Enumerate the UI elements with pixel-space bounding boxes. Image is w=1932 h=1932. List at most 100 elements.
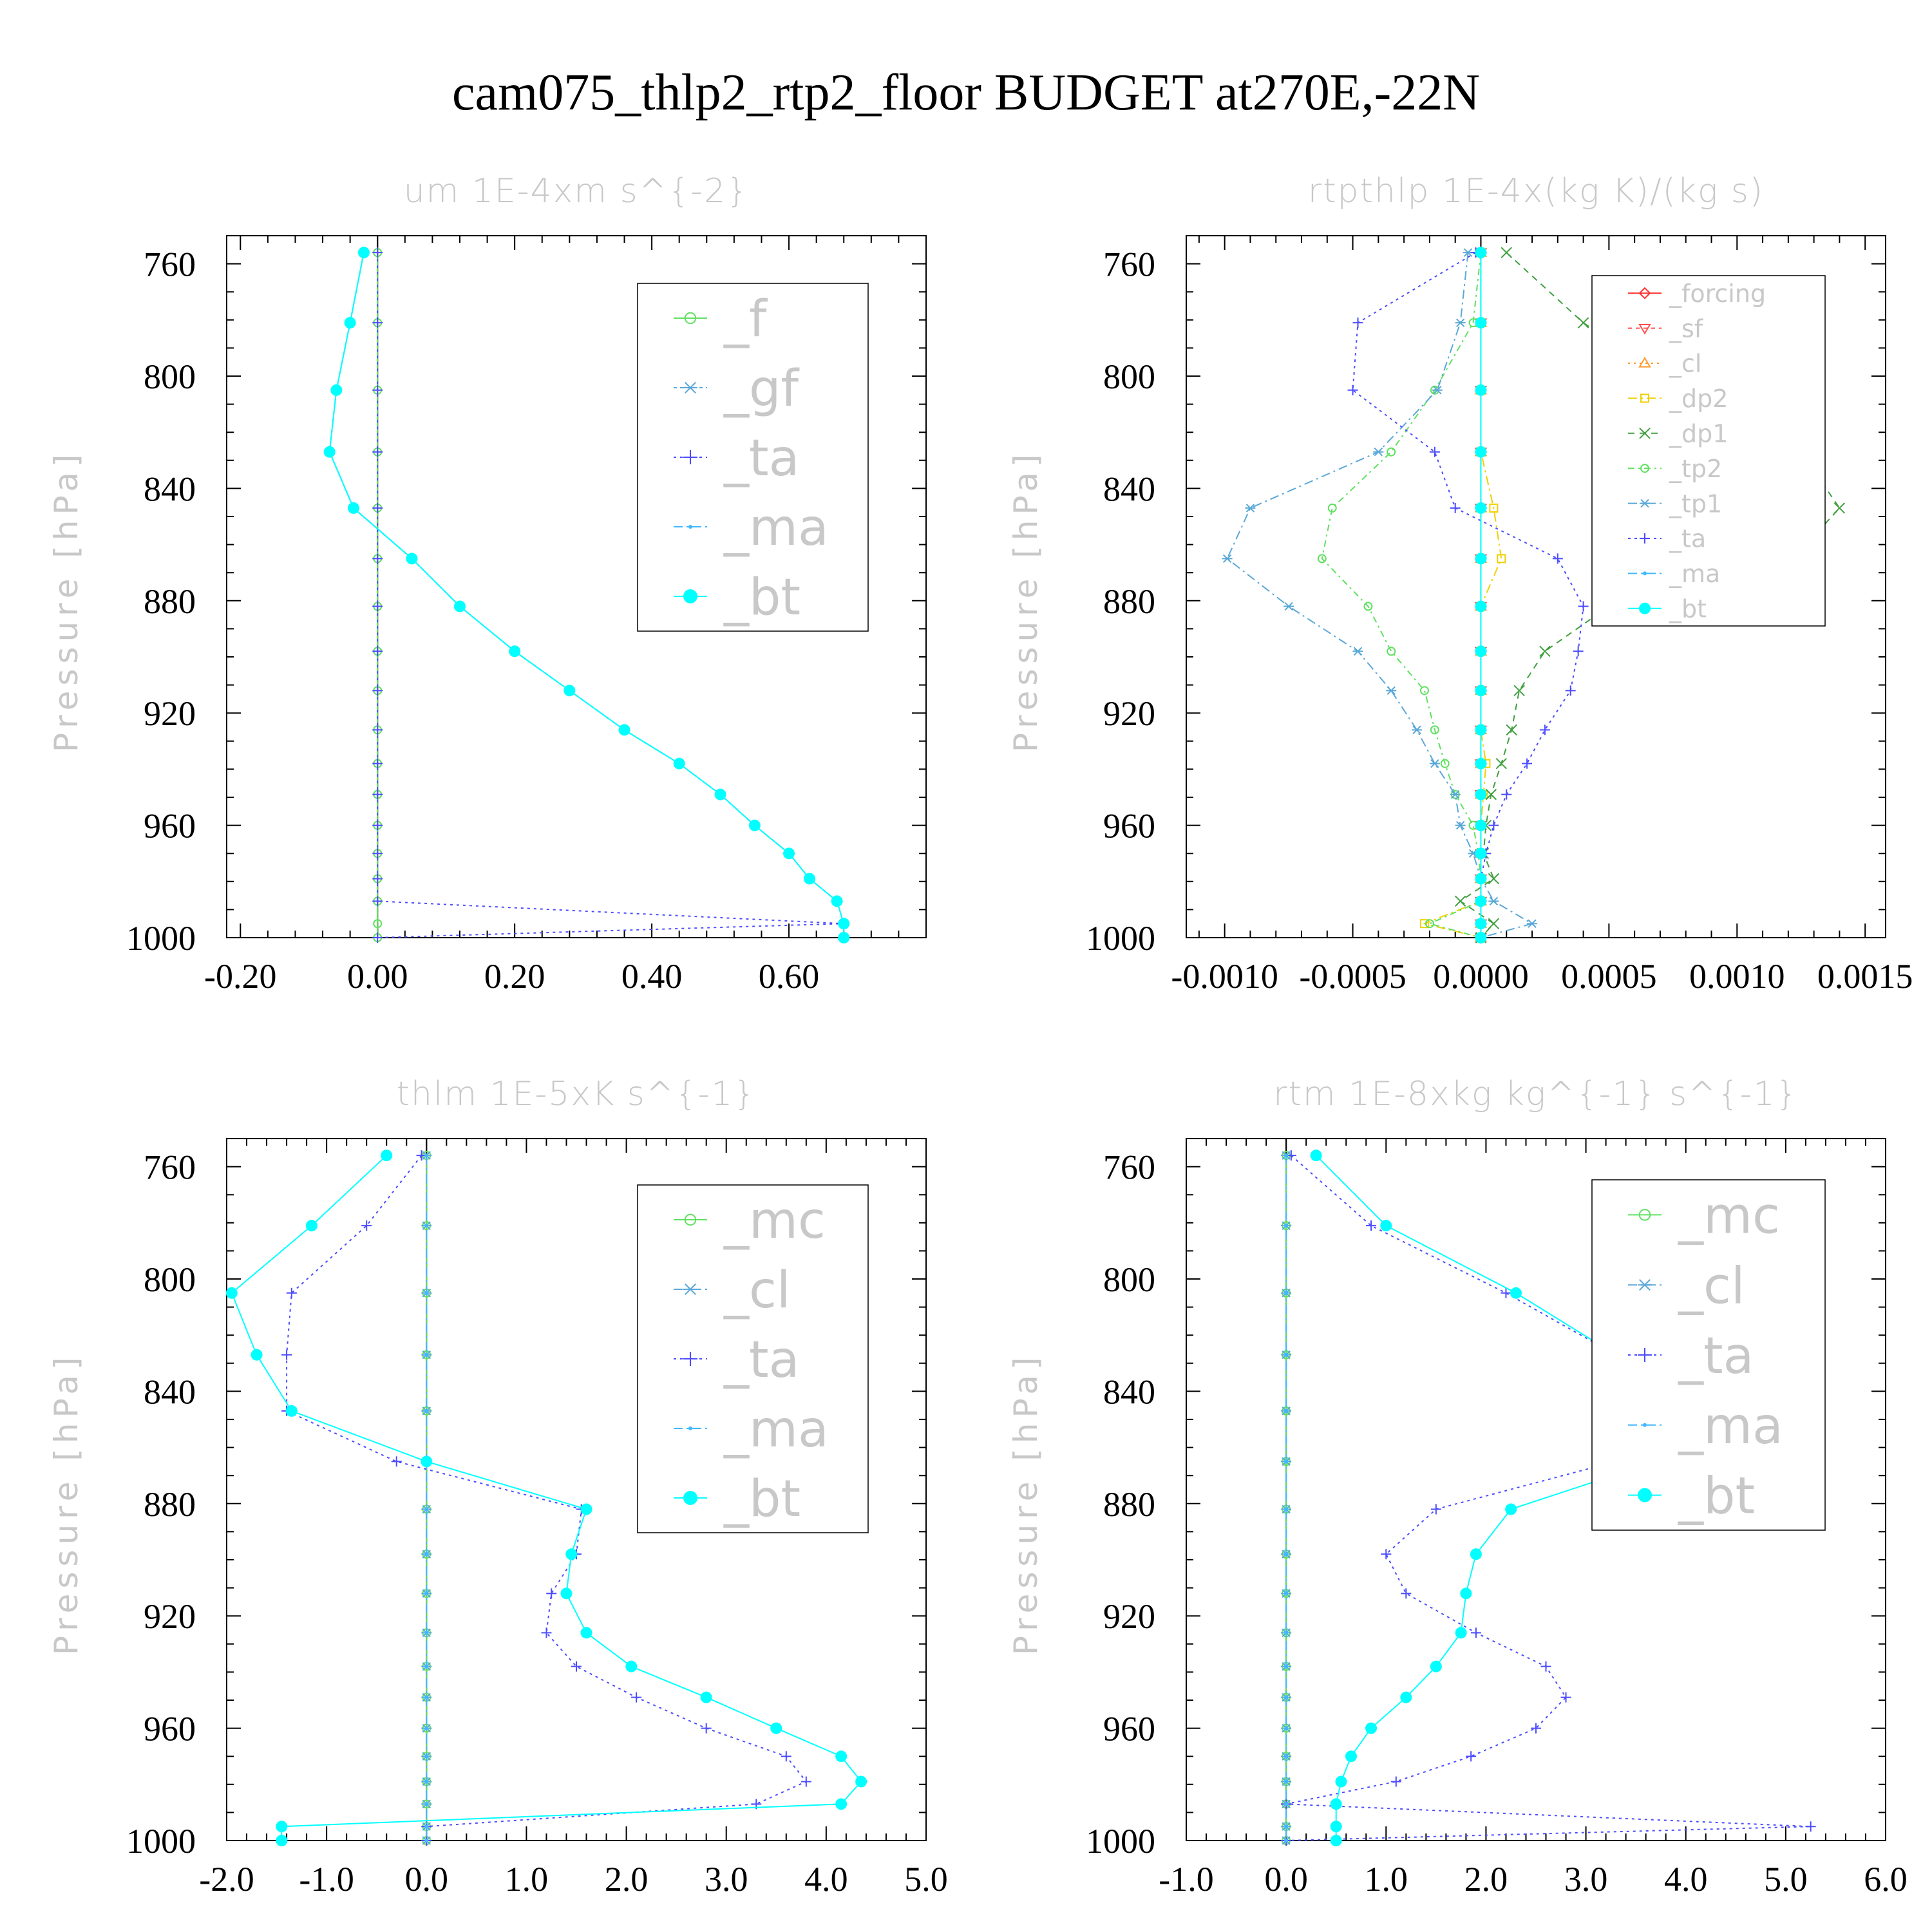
panel-um: um 1E-4xm s^{-2} Pressure [hPa] 760 800 840 8… (48, 172, 927, 996)
data-point (1475, 918, 1487, 930)
legend-label: _mc (723, 1192, 826, 1250)
data-point (1430, 1504, 1441, 1515)
data-point (571, 1661, 582, 1672)
data-point (748, 819, 761, 831)
legend-label: _dp1 (1669, 419, 1728, 448)
data-point (1505, 1503, 1517, 1515)
data-point (1833, 502, 1846, 514)
y-tick-label: 880 (144, 1485, 196, 1524)
data-point (372, 933, 383, 943)
y-tick-label: 920 (1103, 694, 1155, 733)
y-tick-label: 880 (144, 582, 196, 621)
data-point (1390, 1776, 1401, 1787)
data-point (424, 1591, 429, 1596)
legend-marker (1640, 393, 1649, 403)
data-point (1284, 1631, 1289, 1635)
data-point (625, 1660, 638, 1672)
x-tick-label: 1.0 (505, 1860, 549, 1899)
data-point (1475, 645, 1487, 658)
legend-marker (1640, 498, 1650, 508)
data-point (424, 1224, 429, 1228)
panel-rtpthlp: rtpthlp 1E-4x(kg K)/(kg s) Pressure [hPa]… (1007, 172, 1913, 996)
data-point (1387, 647, 1396, 656)
data-point (835, 1750, 848, 1763)
data-point (1425, 919, 1434, 929)
y-tick-label: 960 (1103, 1710, 1155, 1748)
data-point (580, 1627, 592, 1639)
legend-label: _ma (1669, 560, 1720, 588)
data-point (372, 553, 383, 564)
x-tick-label: -2.0 (199, 1860, 254, 1899)
data-point (372, 820, 383, 831)
legend-marker (1640, 533, 1650, 544)
data-point (1539, 724, 1550, 735)
data-point (1540, 1661, 1551, 1672)
data-point (1363, 601, 1373, 611)
y-tick-label: 800 (144, 357, 196, 396)
y-tick-label: 800 (144, 1260, 196, 1299)
x-tick-label: 0.00 (347, 957, 408, 996)
data-point (1539, 645, 1551, 657)
data-point (424, 1779, 429, 1784)
data-point (1380, 1220, 1392, 1232)
data-point (1475, 553, 1487, 565)
series-ta (372, 247, 849, 943)
data-point (1450, 790, 1461, 799)
legend-marker (1639, 428, 1651, 439)
data-point (700, 1691, 712, 1703)
data-point (1284, 1664, 1289, 1669)
legend-marker (683, 450, 697, 464)
data-point (391, 1456, 402, 1467)
data-point (276, 1821, 288, 1833)
data-point (1455, 318, 1466, 327)
legend-label: _cl (723, 1262, 791, 1320)
data-point (1284, 1552, 1289, 1557)
data-point (1527, 919, 1538, 928)
legend-label: _bt (1669, 594, 1707, 623)
data-point (454, 600, 466, 612)
y-tick-label: 960 (144, 1710, 196, 1748)
data-point (305, 1220, 317, 1232)
series-line (328, 252, 845, 938)
data-point (372, 758, 383, 769)
y-tick-label: 840 (144, 469, 196, 508)
y-tick-label: 1000 (1086, 919, 1155, 958)
data-point (372, 896, 383, 907)
legend-marker (683, 382, 697, 393)
data-point (1430, 725, 1439, 735)
legend-marker (1638, 1279, 1652, 1291)
y-tick-label: 960 (144, 807, 196, 846)
series-line (1352, 252, 1584, 938)
data-point (372, 685, 383, 696)
data-point (424, 1352, 429, 1357)
data-point (1475, 685, 1487, 697)
data-point (1429, 759, 1440, 768)
data-point (1419, 686, 1429, 696)
data-point (546, 1588, 557, 1599)
data-point (286, 1287, 297, 1298)
legend-label: _ta (1678, 1327, 1754, 1385)
data-point (285, 1405, 298, 1417)
data-point (372, 646, 383, 657)
x-tick-label: 0.0005 (1561, 957, 1657, 996)
data-point (1284, 1153, 1289, 1158)
y-tick-label: 920 (144, 1597, 196, 1636)
data-point (1327, 503, 1337, 513)
data-point (855, 1776, 867, 1788)
data-point (1501, 789, 1512, 800)
data-point (424, 1695, 429, 1700)
legend-marker (1639, 602, 1651, 614)
legend-label: _sf (1669, 314, 1704, 343)
series-ma (424, 1153, 429, 1842)
legend-marker (1638, 357, 1651, 368)
data-point (1347, 384, 1358, 395)
data-point (1245, 504, 1256, 513)
data-point (1460, 1587, 1472, 1600)
data-point (372, 724, 383, 735)
data-point (1373, 448, 1384, 457)
data-point (1400, 1691, 1412, 1703)
legend-label: _cl (1669, 350, 1701, 378)
y-axis-label: Pressure [hPa] (1007, 1352, 1045, 1655)
data-point (1310, 1150, 1322, 1162)
data-point (1475, 317, 1487, 329)
